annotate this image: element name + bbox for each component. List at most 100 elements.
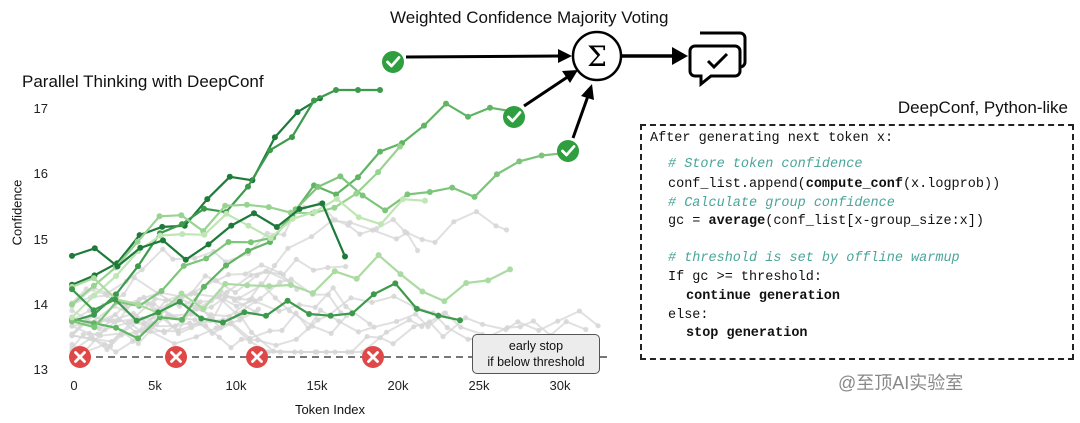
trace-point — [327, 312, 334, 319]
trace-point — [180, 262, 187, 269]
trace-point — [515, 319, 521, 325]
trace-point — [178, 212, 185, 219]
trace-point — [485, 277, 492, 284]
trace-point — [219, 319, 226, 326]
x-circle-icon — [69, 346, 91, 368]
x-tick-label: 20k — [387, 378, 409, 393]
trace-point — [390, 216, 396, 223]
discarded-traces — [69, 201, 601, 355]
trace-point — [212, 277, 218, 283]
trace-point — [69, 286, 75, 293]
trace-point — [69, 323, 75, 329]
trace-point — [80, 331, 86, 337]
trace-point — [457, 317, 463, 324]
trace-point — [382, 207, 389, 214]
trace-point — [422, 197, 428, 204]
trace-point — [328, 330, 334, 336]
code-header: After generating next token x: — [650, 131, 894, 146]
trace-point — [267, 147, 273, 154]
trace-point — [148, 328, 154, 334]
trace-point — [247, 239, 254, 246]
trace-point — [163, 297, 169, 303]
trace-point — [96, 325, 102, 332]
code-average-line: gc = average(conf_list[x-group_size:x]) — [668, 214, 984, 229]
trace-point — [228, 222, 235, 229]
trace-point — [139, 267, 145, 273]
trace-point — [333, 87, 339, 93]
trace-point — [289, 134, 295, 141]
trace-point — [355, 174, 361, 181]
trace-point — [133, 317, 140, 324]
trace-point — [248, 272, 254, 278]
trace-point — [517, 324, 523, 330]
trace-point — [135, 263, 141, 270]
trace-point — [311, 208, 318, 215]
code-comment: # Calculate group confidence — [668, 196, 895, 211]
trace-point — [205, 241, 212, 248]
trace-point — [226, 173, 233, 180]
trace-point — [451, 219, 457, 225]
trace-point — [286, 308, 292, 314]
x-tick-label: 30k — [549, 378, 571, 393]
trace-point — [576, 308, 583, 314]
trace-point — [91, 245, 98, 252]
trace-point — [245, 222, 252, 229]
trace-point — [266, 283, 273, 290]
trace-point — [276, 308, 282, 314]
trace-point — [182, 256, 189, 263]
trace-point — [419, 236, 425, 243]
trace-point — [244, 282, 251, 289]
trace-point — [130, 338, 136, 344]
code-else-line: else: — [668, 308, 709, 323]
trace-point — [220, 296, 227, 302]
trace-point — [375, 169, 382, 176]
trace-point — [377, 221, 384, 228]
trace-point — [311, 97, 317, 104]
trace-point — [223, 262, 229, 269]
trace-point — [223, 210, 230, 217]
trace-point — [444, 325, 450, 331]
trace-point — [345, 222, 351, 228]
code-append-line: conf_list.append(compute_conf(x.logprob)… — [668, 177, 1001, 192]
trace-point — [232, 289, 238, 296]
trace-point — [359, 192, 366, 199]
trace-point — [377, 87, 383, 93]
trace-point — [343, 263, 349, 270]
trace-point — [91, 292, 98, 299]
trace-point — [104, 292, 110, 298]
trace-point — [383, 329, 390, 335]
trace-point — [507, 266, 513, 273]
trace-point — [263, 312, 269, 319]
trace-point — [563, 319, 569, 325]
trace-point — [265, 204, 272, 211]
trace-point — [325, 292, 331, 298]
trace-point — [375, 252, 382, 259]
trace-point — [357, 231, 363, 237]
trace-point — [471, 193, 478, 200]
trace-point — [355, 214, 362, 221]
trace-point — [113, 349, 119, 355]
trace-point — [536, 327, 542, 333]
trace-point — [95, 331, 101, 337]
arrow-to-vote — [621, 47, 688, 65]
chart-title: Parallel Thinking with DeepConf — [22, 72, 264, 91]
trace-point — [264, 268, 270, 274]
trace-point — [228, 345, 234, 351]
trace-point — [248, 329, 255, 335]
arrow-to-sum-1 — [405, 49, 572, 63]
y-tick-label: 16 — [33, 166, 48, 181]
trace-point — [273, 342, 279, 348]
trace-point — [277, 349, 283, 355]
trace-point — [151, 301, 157, 307]
trace-point — [426, 189, 433, 195]
trace-point — [69, 333, 75, 339]
trace-point — [516, 158, 523, 165]
trace-point — [343, 303, 349, 310]
trace-point — [179, 221, 185, 228]
trace-point — [504, 227, 510, 233]
trace-point — [90, 307, 97, 314]
trace-point — [406, 317, 413, 323]
trace-point — [399, 196, 406, 203]
trace-point — [337, 173, 344, 180]
trace-point — [242, 271, 248, 277]
